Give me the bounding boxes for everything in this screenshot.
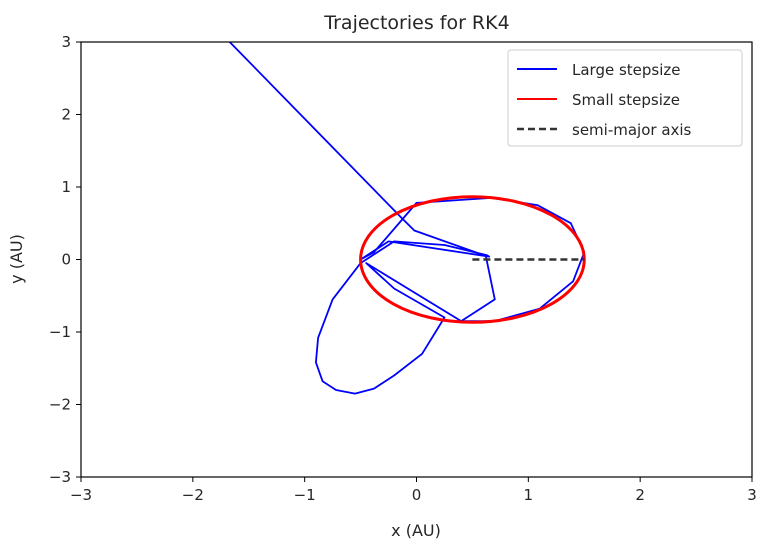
series-large-stepsize <box>229 42 586 395</box>
x-axis-label: x (AU) <box>391 521 441 540</box>
y-tick-label: 3 <box>61 33 71 51</box>
y-tick-label: −3 <box>49 468 71 486</box>
x-tick-label: −3 <box>70 486 92 504</box>
y-tick-label: −2 <box>49 396 71 414</box>
legend-label-large-stepsize: Large stepsize <box>572 61 681 79</box>
legend-box <box>507 49 743 147</box>
x-tick-label: −1 <box>294 486 316 504</box>
x-tick-label: 2 <box>635 486 645 504</box>
y-tick-label: 1 <box>61 178 71 196</box>
legend-label-semi-major-axis: semi-major axis <box>572 121 692 139</box>
y-tick-label: −1 <box>49 323 71 341</box>
y-tick-label: 2 <box>61 106 71 124</box>
chart-title: Trajectories for RK4 <box>323 12 509 34</box>
x-tick-label: 0 <box>412 486 422 504</box>
y-tick-label: 0 <box>61 251 71 269</box>
legend: Large stepsize Small stepsize semi-major… <box>507 49 743 147</box>
axis-ticks: −3 −2 −1 0 1 2 3 −3 −2 −1 0 1 2 3 <box>49 33 757 504</box>
x-tick-label: 1 <box>524 486 534 504</box>
x-tick-label: 3 <box>747 486 757 504</box>
legend-label-small-stepsize: Small stepsize <box>572 91 680 109</box>
plot-area <box>229 42 586 395</box>
x-tick-label: −2 <box>182 486 204 504</box>
y-axis-label: y (AU) <box>7 234 26 284</box>
